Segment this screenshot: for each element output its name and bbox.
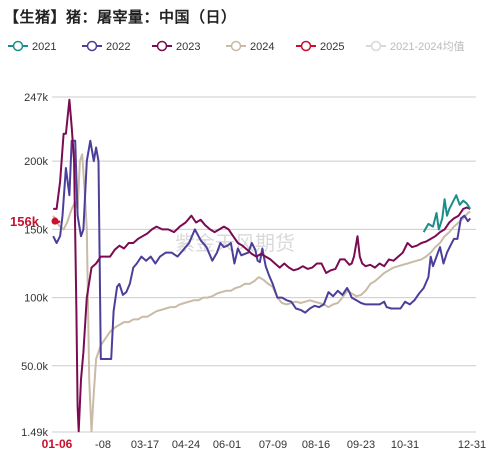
legend-label: 2021 — [32, 41, 56, 53]
x-tick-label: 08-16 — [302, 439, 330, 451]
legend-marker-icon — [156, 40, 168, 52]
current-value-badge: 156k — [10, 214, 59, 229]
series-line-2023 — [53, 98, 471, 433]
y-tick-label: 200k — [24, 156, 48, 168]
legend-label: 2022 — [106, 41, 130, 53]
x-tick-label: 09-23 — [347, 439, 375, 451]
legend-marker-icon — [370, 40, 382, 52]
legend-item[interactable]: 2024 — [226, 40, 274, 53]
legend-marker-icon — [86, 40, 98, 52]
y-tick-label: 247k — [24, 92, 48, 104]
chart-title: 【生猪】猪：屠宰量：中国（日） — [4, 8, 237, 26]
legend-item[interactable]: 2025 — [296, 40, 344, 53]
grid — [52, 96, 476, 433]
x-tick-label: 04-24 — [172, 439, 200, 451]
y-axis: 1.49k 50.0k 100k 150k 200k 247k — [21, 92, 48, 439]
legend-item[interactable]: 2022 — [82, 40, 130, 53]
x-tick-label: 03-17 — [131, 439, 159, 451]
x-tick-label: 06-01 — [213, 439, 241, 451]
y-tick-label: 150k — [24, 224, 48, 236]
y-tick-label: 1.49k — [21, 427, 48, 439]
legend-label: 2025 — [320, 41, 344, 53]
x-tick-label: 12-31 — [458, 439, 486, 451]
x-axis: 01-06 -08 03-17 04-24 06-01 07-09 08-16 09-23 10… — [42, 437, 486, 451]
current-value-label: 156k — [10, 214, 40, 229]
watermark: 紫金天风期货 — [175, 231, 295, 255]
legend-item[interactable]: 2021 — [8, 40, 56, 53]
legend: 2021 2022 2023 2024 2025 2021-2024均值 — [8, 40, 465, 53]
y-tick-label: 50.0k — [21, 361, 48, 373]
legend-marker-icon — [300, 40, 312, 52]
series-group — [52, 98, 472, 433]
series-line-2022 — [52, 139, 471, 360]
legend-item[interactable]: 2021-2024均值 — [366, 40, 465, 53]
legend-label: 2021-2024均值 — [390, 40, 465, 53]
y-tick-label: 100k — [24, 293, 48, 305]
legend-item[interactable]: 2023 — [152, 40, 200, 53]
x-tick-label-current: 01-06 — [42, 437, 73, 451]
legend-marker-icon — [230, 40, 242, 52]
legend-label: 2023 — [176, 41, 200, 53]
x-tick-label: 10-31 — [391, 439, 419, 451]
series-line-2021 — [422, 194, 472, 233]
legend-marker-icon — [12, 40, 24, 52]
x-tick-label: 07-09 — [259, 439, 287, 451]
x-tick-label: -08 — [95, 439, 111, 451]
legend-label: 2024 — [250, 41, 274, 53]
current-value-dot — [51, 217, 59, 225]
